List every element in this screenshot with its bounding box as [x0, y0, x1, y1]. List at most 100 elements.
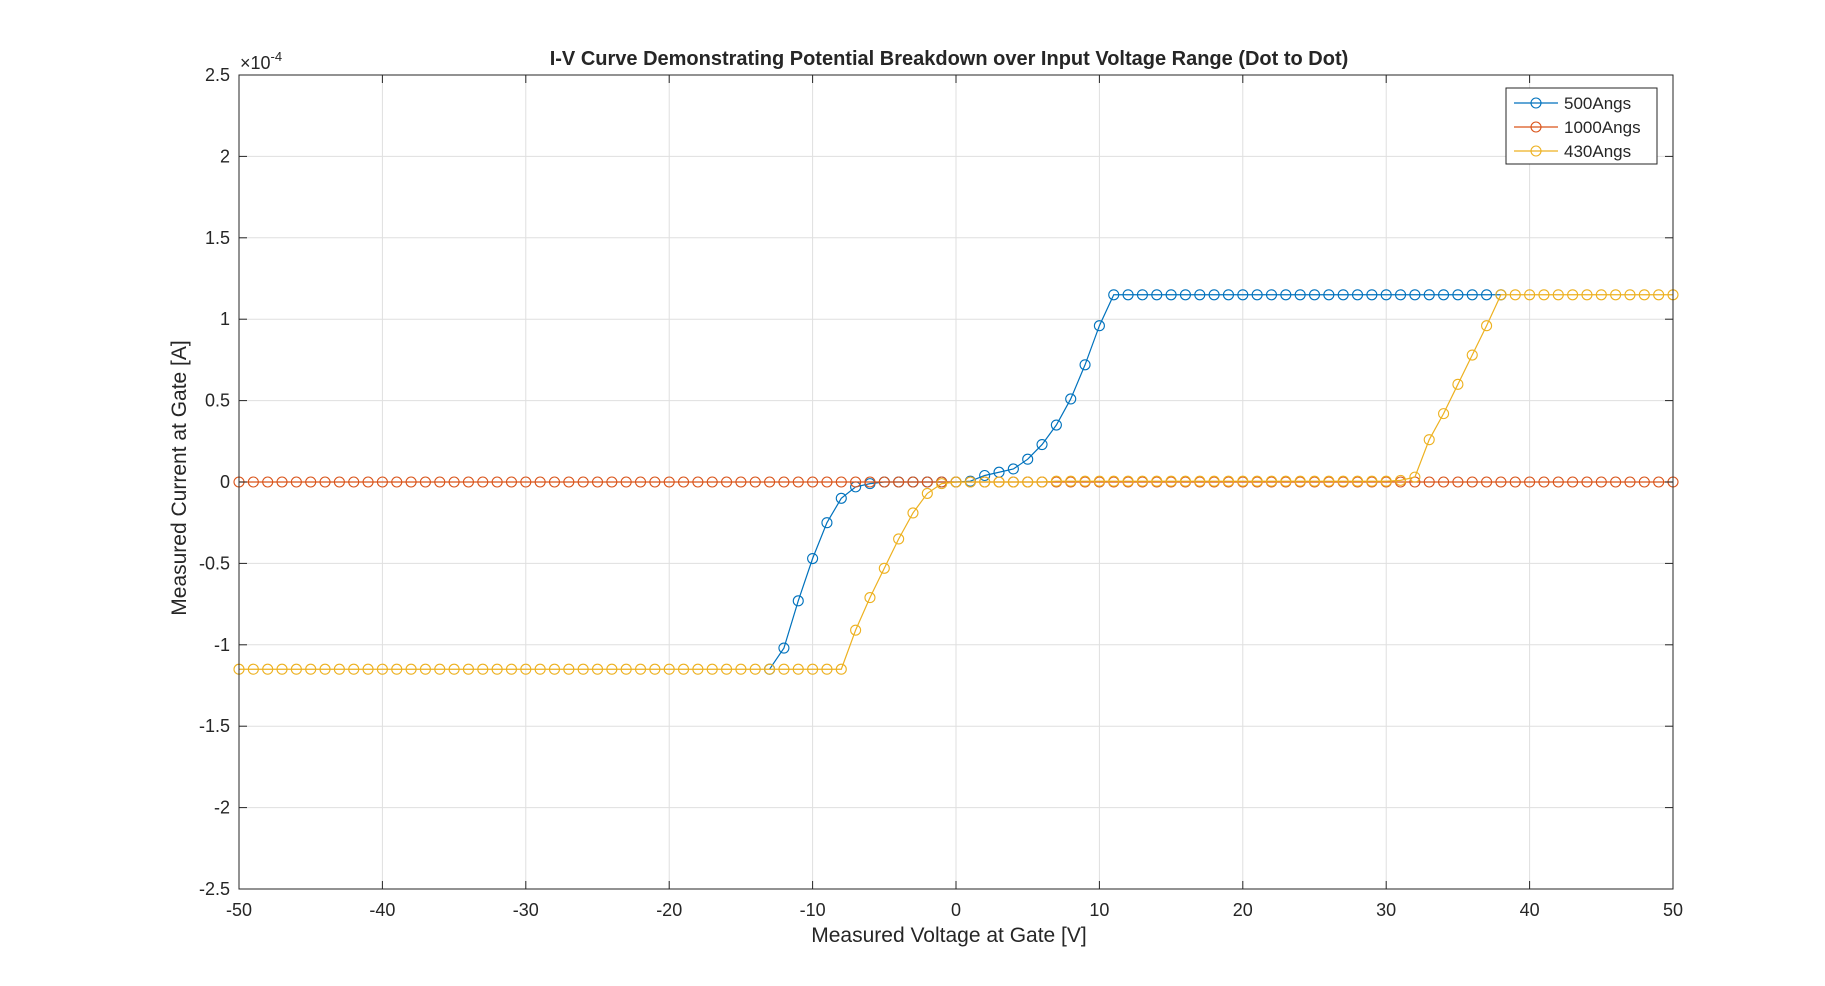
data-point-1000angs: [835, 476, 847, 488]
data-point-1000angs: [1538, 476, 1550, 488]
data-point-500angs: [1050, 419, 1062, 431]
data-point-500angs: [1136, 289, 1148, 301]
data-point-500angs: [1265, 289, 1278, 301]
data-point-1000angs: [1524, 476, 1536, 488]
data-point-1000angs: [1581, 476, 1593, 488]
data-point-500angs: [1151, 289, 1163, 301]
data-point-500angs: [1065, 393, 1077, 405]
data-point-430angs: [1294, 475, 1306, 487]
data-point-430angs: [979, 476, 991, 488]
data-point-430angs: [505, 663, 518, 675]
data-point-1000angs: [1595, 476, 1607, 488]
x-tick-label: -50: [226, 900, 252, 920]
data-point-500angs: [792, 595, 804, 607]
data-point-430angs: [548, 663, 561, 675]
data-point-430angs: [1466, 349, 1478, 361]
data-point-1000angs: [477, 476, 489, 488]
y-exponent-label: ×10-4: [240, 49, 282, 73]
legend-marker-430angs: [1530, 145, 1542, 157]
data-point-430angs: [864, 592, 876, 604]
data-point-500angs: [1466, 289, 1478, 301]
data-point-430angs: [1194, 475, 1206, 487]
data-point-1000angs: [663, 476, 675, 488]
y-tick-label: -1: [214, 635, 230, 655]
data-point-500angs: [1036, 439, 1048, 451]
data-point-1000angs: [907, 476, 919, 488]
data-point-430angs: [462, 663, 474, 675]
data-point-500angs: [1323, 289, 1335, 301]
data-point-1000angs: [1509, 476, 1521, 488]
data-point-430angs: [1423, 434, 1435, 446]
data-point-1000angs: [1653, 476, 1665, 488]
data-point-430angs: [606, 663, 618, 675]
data-point-430angs: [1065, 475, 1077, 487]
data-point-430angs: [1452, 378, 1464, 390]
data-point-500angs: [807, 552, 819, 565]
data-point-430angs: [319, 663, 331, 675]
data-point-430angs: [1208, 475, 1220, 487]
x-tick-label: 20: [1233, 900, 1253, 920]
data-point-430angs: [491, 663, 503, 675]
data-point-430angs: [620, 663, 632, 675]
data-point-1000angs: [721, 476, 733, 488]
data-point-430angs: [1380, 475, 1392, 487]
data-point-500angs: [1280, 289, 1292, 301]
data-point-1000angs: [520, 476, 532, 488]
data-point-430angs: [577, 663, 589, 675]
data-point-1000angs: [419, 476, 431, 488]
data-point-500angs: [1208, 289, 1220, 301]
data-point-430angs: [1265, 475, 1278, 487]
data-point-1000angs: [1624, 476, 1636, 488]
data-point-1000angs: [591, 476, 604, 488]
data-point-430angs: [778, 663, 790, 675]
data-point-1000angs: [634, 476, 647, 488]
data-point-1000angs: [620, 476, 632, 488]
data-point-1000angs: [405, 476, 417, 488]
data-point-1000angs: [362, 476, 374, 488]
data-point-430angs: [1093, 475, 1105, 487]
data-point-500angs: [1179, 289, 1191, 301]
x-tick-label: -30: [513, 900, 539, 920]
data-point-1000angs: [462, 476, 474, 488]
data-point-1000angs: [606, 476, 618, 488]
y-tick-label: 0: [220, 472, 230, 492]
data-point-1000angs: [548, 476, 561, 488]
data-point-500angs: [1022, 453, 1034, 465]
data-point-430angs: [1595, 289, 1607, 301]
y-axis-label: Measured Current at Gate [A]: [168, 340, 191, 615]
data-point-430angs: [247, 663, 259, 675]
data-point-1000angs: [1452, 476, 1464, 488]
data-point-1000angs: [247, 476, 259, 488]
data-point-430angs: [893, 533, 905, 545]
data-point-430angs: [850, 624, 862, 636]
y-tick-label: 1.5: [205, 228, 230, 248]
data-point-1000angs: [563, 476, 575, 488]
data-point-500angs: [1079, 359, 1091, 371]
data-point-500angs: [1237, 289, 1249, 301]
data-point-1000angs: [649, 476, 661, 488]
legend-marker-1000angs: [1530, 121, 1542, 133]
data-point-500angs: [835, 492, 847, 504]
data-point-430angs: [735, 663, 747, 675]
data-point-430angs: [1552, 289, 1564, 301]
data-point-1000angs: [434, 476, 446, 488]
data-point-430angs: [993, 476, 1005, 488]
data-point-430angs: [1280, 475, 1292, 487]
series-430angs: [233, 289, 1679, 675]
data-point-430angs: [1653, 289, 1665, 301]
data-point-430angs: [764, 663, 776, 675]
series-1000angs: [233, 476, 1679, 488]
series-layer: [233, 289, 1679, 675]
data-point-1000angs: [706, 476, 718, 488]
data-point-430angs: [950, 476, 962, 488]
data-point-430angs: [634, 663, 647, 675]
data-point-1000angs: [792, 476, 804, 488]
data-point-1000angs: [1567, 476, 1579, 488]
data-point-430angs: [921, 487, 933, 499]
data-point-430angs: [1323, 475, 1335, 487]
data-point-1000angs: [921, 476, 933, 488]
data-point-430angs: [348, 663, 360, 675]
legend: 500Angs 1000Angs 430Angs: [1505, 87, 1658, 165]
data-point-430angs: [1394, 474, 1407, 486]
